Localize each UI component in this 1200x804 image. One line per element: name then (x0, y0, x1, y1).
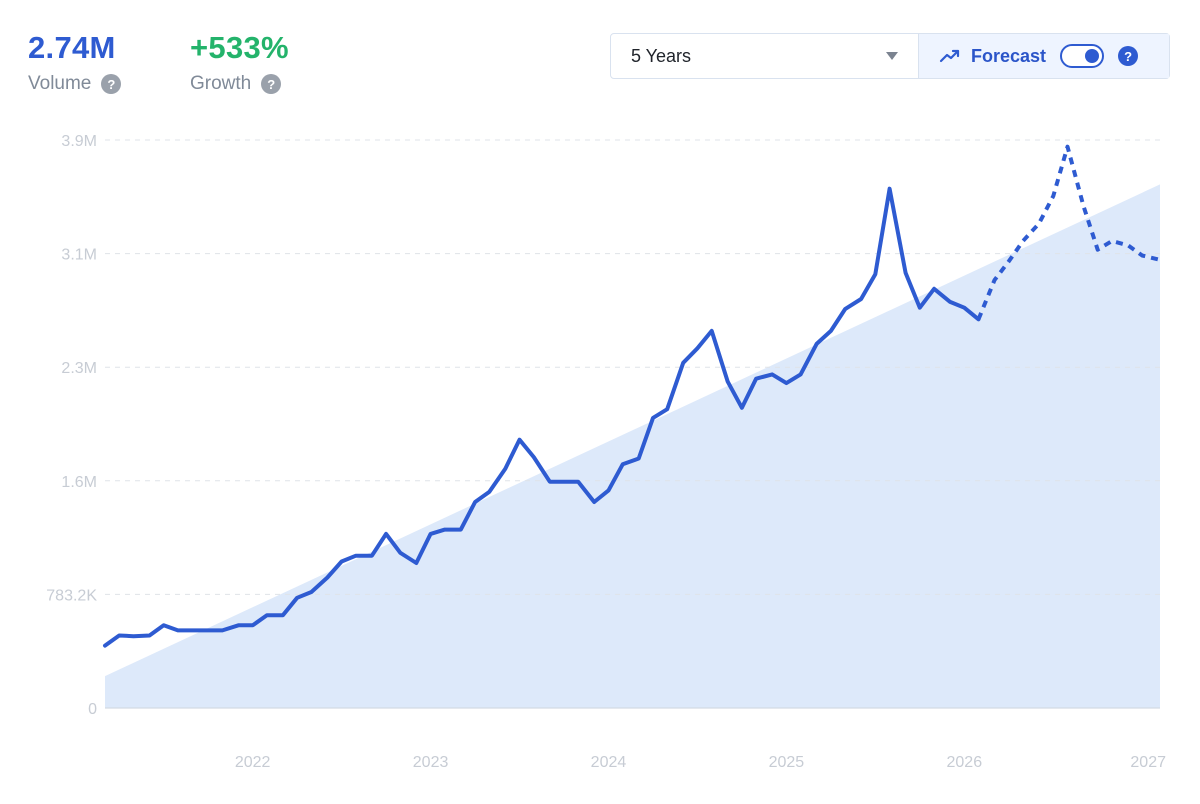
volume-value: 2.74M (28, 30, 116, 65)
volume-label: Volume (28, 73, 92, 94)
x-tick-label: 2027 (1130, 754, 1166, 771)
volume-line (103, 186, 981, 648)
x-tick-label: 2022 (235, 754, 271, 771)
x-tick-label: 2023 (413, 754, 449, 771)
y-tick-label: 3.1M (61, 247, 97, 264)
y-tick-label: 0 (88, 701, 97, 718)
forecast-line (976, 144, 1161, 321)
growth-help-icon[interactable]: ? (261, 74, 282, 94)
trending-up-icon (939, 49, 960, 63)
y-tick-label: 1.6M (61, 474, 97, 491)
forecast-help-icon[interactable]: ? (1118, 46, 1139, 66)
volume-help-icon[interactable]: ? (101, 74, 122, 94)
growth-stat: +533% Growth ? (190, 30, 289, 96)
trend-area (105, 184, 1160, 709)
growth-label: Growth (190, 73, 252, 94)
chart-controls: 5 Years Forecast ? (610, 33, 1170, 79)
growth-value: +533% (190, 30, 289, 65)
forecast-control[interactable]: Forecast ? (919, 34, 1169, 78)
x-tick-label: 2026 (947, 754, 983, 771)
toggle-knob (1085, 49, 1100, 63)
x-tick-label: 2024 (591, 754, 627, 771)
x-tick-label: 2025 (769, 754, 805, 771)
forecast-toggle[interactable] (1060, 44, 1105, 68)
chevron-down-icon (886, 52, 898, 60)
y-tick-label: 3.9M (61, 133, 97, 150)
forecast-label: Forecast (971, 45, 1047, 66)
volume-stat: 2.74M Volume ? (28, 30, 122, 96)
time-range-select[interactable]: 5 Years (611, 34, 919, 78)
y-tick-label: 783.2K (46, 587, 97, 604)
time-range-value: 5 Years (631, 45, 692, 66)
y-tick-label: 2.3M (61, 360, 97, 377)
